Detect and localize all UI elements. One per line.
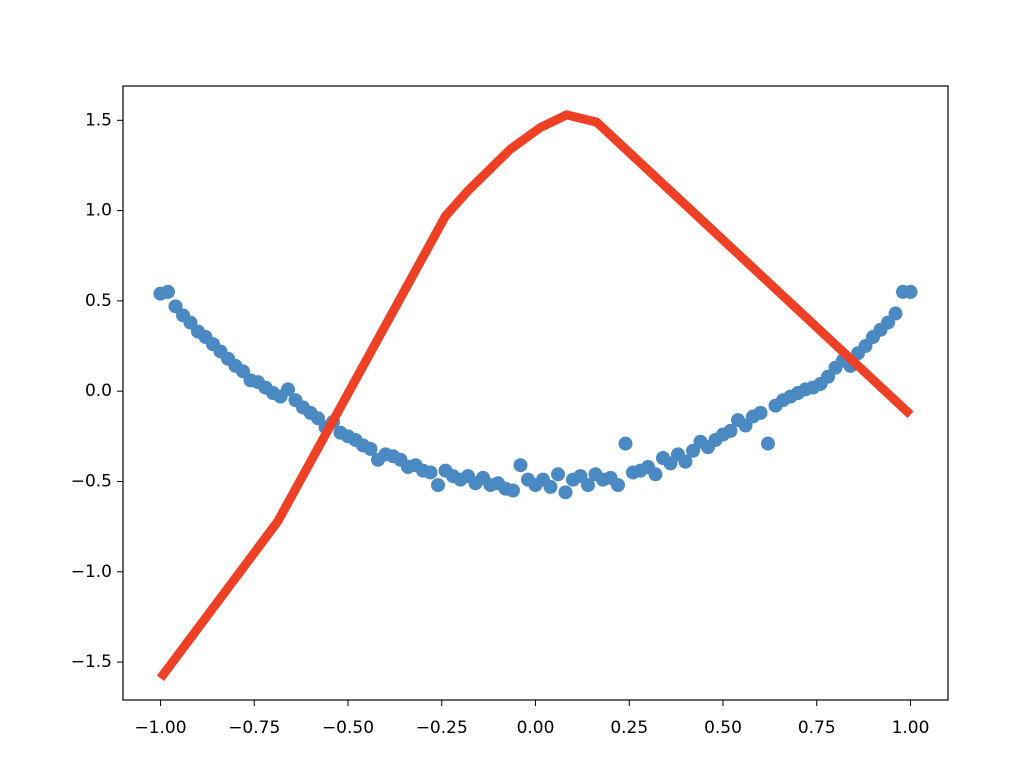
x-tick-label: 0.75 [798, 718, 836, 738]
y-tick-label: −1.0 [71, 562, 112, 582]
scatter-point [723, 423, 738, 438]
scatter-point [281, 382, 295, 397]
plot-frame [122, 85, 949, 701]
x-tick-label: 0.00 [517, 718, 555, 738]
x-tick-label: 1.00 [892, 718, 930, 738]
scatter-point [581, 478, 595, 493]
scatter-point [618, 436, 633, 451]
y-tick-label: 1.5 [85, 110, 112, 130]
scatter-point [431, 478, 445, 493]
x-tick-label: −1.00 [134, 718, 186, 738]
x-tick-label: 0.50 [704, 718, 742, 738]
scatter-point [513, 458, 528, 473]
scatter-point [753, 405, 768, 420]
scatter-point [363, 441, 378, 456]
scatter-point [506, 483, 520, 498]
scatter-point [761, 436, 775, 451]
scatter-point [551, 467, 565, 482]
y-tick-label: 0.5 [85, 291, 112, 311]
scatter-point [648, 467, 663, 482]
scatter-point [161, 284, 175, 299]
x-tick-label: −0.25 [416, 718, 468, 738]
scatter-point [611, 478, 625, 493]
scatter-point [888, 306, 903, 321]
y-tick-label: −1.5 [71, 652, 112, 672]
y-tick-label: 1.0 [85, 201, 112, 221]
x-tick-label: −0.75 [228, 718, 280, 738]
scatter-point [903, 284, 918, 299]
line [156, 110, 914, 682]
y-tick-label: 0.0 [85, 381, 112, 401]
y-tick-label: −0.5 [71, 471, 112, 491]
scatter-point [558, 485, 573, 500]
x-tick-label: −0.50 [322, 718, 374, 738]
scatter-point [543, 479, 558, 494]
x-tick-label: 0.25 [610, 718, 648, 738]
scatter-point [678, 454, 693, 469]
scatter-point [423, 465, 438, 480]
